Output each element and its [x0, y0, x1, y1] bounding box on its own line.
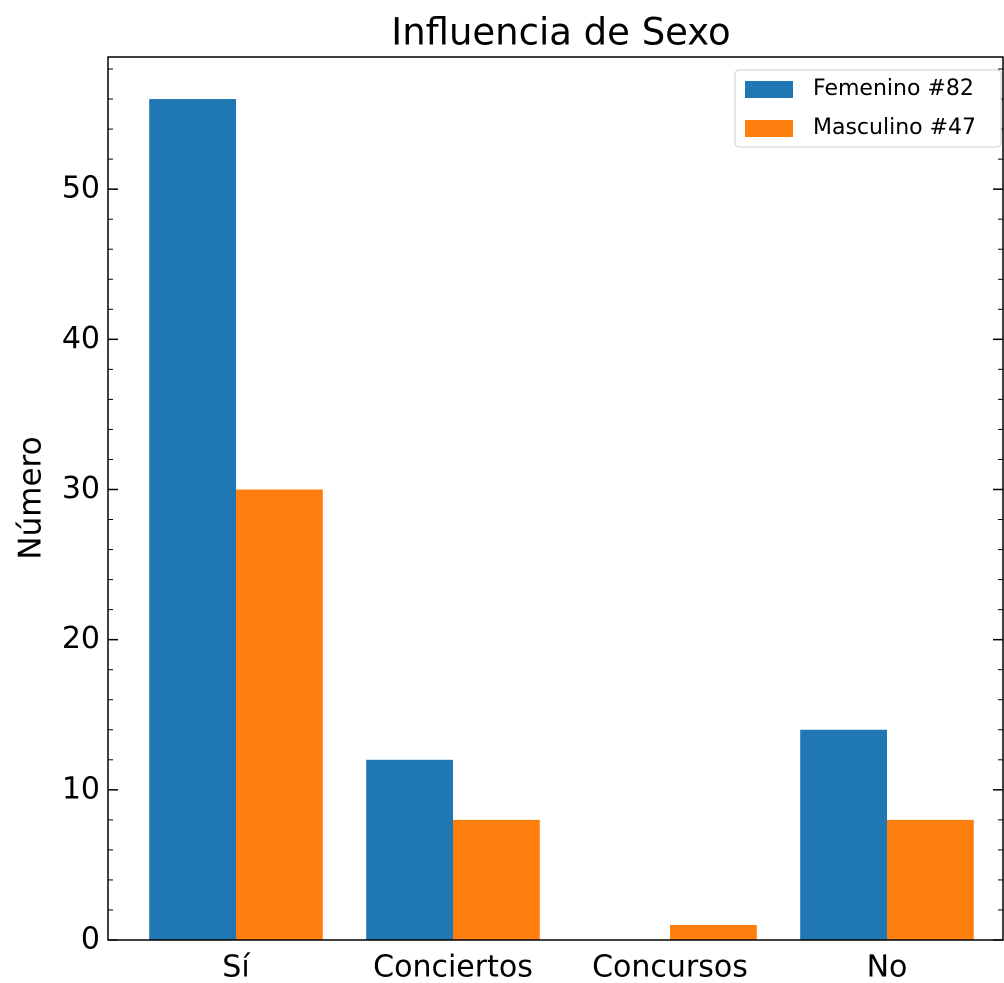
plot-frame	[107, 56, 1004, 941]
bar	[236, 489, 323, 940]
y-tick-label: 50	[62, 171, 100, 206]
x-tick-label: Concursos	[592, 950, 748, 983]
bar	[887, 819, 974, 940]
chart-title: Influencia de Sexo	[391, 11, 730, 54]
legend-box	[734, 69, 1002, 148]
y-tick-label: 10	[62, 771, 100, 806]
bar	[453, 819, 540, 940]
x-tick-label: Conciertos	[373, 950, 533, 983]
y-axis-label: Número	[13, 436, 49, 559]
legend-label: Masculino #47	[813, 115, 976, 140]
legend-swatch	[745, 81, 793, 98]
legend-swatch	[745, 120, 793, 137]
x-tick-label: No	[867, 950, 908, 983]
bar	[149, 99, 236, 941]
legend-label: Femenino #82	[813, 76, 974, 101]
y-tick-label: 20	[62, 621, 100, 656]
y-tick-label: 0	[81, 922, 100, 957]
bar	[800, 729, 887, 940]
bar	[670, 924, 757, 940]
bar	[366, 759, 453, 940]
x-tick-label: Sí	[222, 950, 251, 983]
y-tick-label: 30	[62, 471, 100, 506]
y-tick-label: 40	[62, 321, 100, 356]
